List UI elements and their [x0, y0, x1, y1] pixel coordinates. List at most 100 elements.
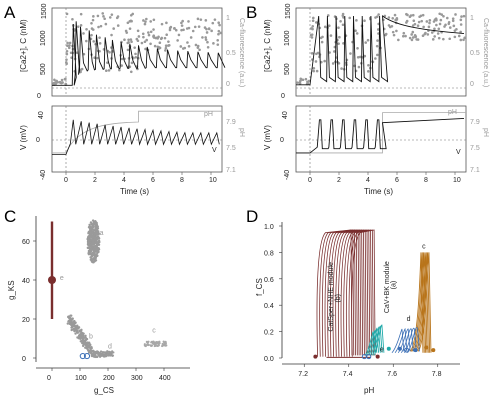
fluorescence-point	[92, 15, 95, 18]
fluorescence-point	[152, 28, 155, 31]
fluorescence-point	[462, 38, 465, 42]
y-tick-label: 0.2	[264, 330, 274, 337]
fluorescence-point	[108, 16, 112, 19]
fluorescence-point	[191, 29, 195, 33]
fluorescence-point	[457, 34, 461, 38]
fluorescence-point	[412, 19, 416, 23]
fluorescence-point	[130, 19, 133, 23]
fluorescence-point	[421, 13, 425, 17]
fluorescence-point	[140, 41, 144, 45]
cluster-b-point	[82, 338, 85, 341]
fluorescence-point	[137, 35, 141, 38]
fluorescence-point	[312, 66, 316, 70]
y-axis-label: V (mV)	[19, 125, 28, 150]
fluorescence-point	[443, 25, 446, 28]
fluorescence-point	[374, 57, 377, 60]
cluster-d-point	[104, 351, 107, 354]
cluster-label: b	[89, 334, 93, 341]
fluorescence-point	[376, 39, 379, 42]
tick-labels: 7.2 7.4 7.6 7.8 0.0 0.2 0.4 0.6 0.8 1.0	[264, 224, 442, 378]
ph-annotation: pH	[204, 111, 213, 118]
curve-b	[345, 229, 372, 357]
cluster-a-point	[92, 239, 95, 243]
cluster-a-point	[96, 225, 99, 228]
module-annotation: (a)	[390, 281, 397, 290]
cluster-a-point	[90, 236, 94, 240]
cluster-b-point	[90, 353, 94, 357]
curve-endpoint-open	[366, 354, 372, 360]
cluster-a-point	[92, 257, 96, 261]
fluorescence-point	[93, 56, 96, 60]
y-tick-label: 0.6	[264, 277, 274, 284]
fluorescence-point	[410, 33, 413, 36]
panel-b-bottom: V (mV) pH -40 0 40 7.1 7.5 7.9 pH V 0 2 4 6…	[263, 105, 489, 196]
cluster-b-point	[67, 315, 70, 318]
fluorescence-point	[165, 33, 168, 37]
fluorescence-point	[454, 13, 457, 16]
fluorescence-point	[437, 27, 441, 31]
y-tick-label: 0.0	[264, 356, 274, 363]
x-tick-label: 8	[180, 177, 184, 184]
cluster-d-point	[93, 350, 96, 354]
fluorescence-point	[143, 40, 147, 44]
fluorescence-point	[438, 12, 441, 16]
fluorescence-point	[408, 36, 412, 40]
fluorescence-point	[131, 12, 135, 16]
panel-a-top: [Ca2+], C (nM) Ca-fluorescence (a.u.) 0 …	[19, 3, 245, 100]
ph-trace	[52, 110, 222, 154]
fluorescence-point	[79, 68, 83, 72]
fluorescence-point	[434, 18, 438, 22]
curve-d	[394, 327, 408, 353]
cluster-b-point	[87, 351, 91, 354]
calcium-trace	[52, 21, 226, 86]
curve-c	[413, 252, 428, 353]
fluorescence-point	[60, 78, 64, 82]
fluorescence-point	[129, 70, 133, 74]
cluster-a-point	[94, 259, 98, 262]
cluster-label: a	[100, 230, 104, 237]
curve-c	[417, 252, 432, 353]
x-tick-label: 6	[151, 177, 155, 184]
fluorescence-point	[71, 17, 74, 21]
cluster-a-point	[96, 243, 99, 247]
module-annotations: CatSper+NHE module (b) CaV+BK module (a) c d e	[328, 243, 426, 353]
fluorescence-point	[414, 35, 417, 39]
cluster-b-point	[71, 325, 74, 328]
cluster-c-point	[158, 341, 161, 345]
panel-d: f_CS pH 7.2 7.4 7.6 7.8 0.0 0.2 0.4 0.6 0.8 1.0 C…	[255, 222, 460, 395]
curve-d	[400, 328, 414, 353]
cluster-c-point	[152, 342, 155, 345]
fluorescence-point	[206, 46, 210, 49]
v-annotation: V	[456, 149, 461, 156]
fluorescence-point	[174, 28, 178, 32]
x-tick-label: 6	[395, 177, 399, 184]
cluster-a-point	[87, 232, 90, 235]
x-tick-label: 4	[122, 177, 126, 184]
curve-endpoint	[386, 346, 391, 351]
fluorescence-point	[428, 21, 431, 25]
fluorescence-point	[79, 70, 82, 74]
x-tick-label: 0	[64, 177, 68, 184]
fluorescence-point	[217, 32, 220, 36]
fluorescence-point	[126, 21, 130, 25]
fluorescence-point	[459, 38, 463, 42]
fluorescence-point	[431, 38, 435, 41]
cluster-a-point	[95, 239, 98, 243]
fluorescence-point	[96, 56, 99, 60]
fluorescence-point	[144, 47, 147, 51]
fluorescence-point	[149, 30, 153, 34]
tick-label: 500	[284, 63, 291, 75]
tick-label-right: 7.9	[470, 119, 480, 126]
cluster-b-point	[76, 336, 79, 339]
fluorescence-point	[82, 32, 85, 35]
fluorescence-point	[107, 69, 111, 72]
fluorescence-point	[333, 50, 336, 53]
fluorescence-point	[447, 22, 451, 26]
cluster-b-point	[84, 334, 87, 338]
fluorescence-point	[205, 27, 208, 31]
fluorescence-point	[163, 36, 167, 40]
tick-label: -40	[40, 170, 47, 180]
cluster-c-point	[162, 340, 165, 343]
fluorescence-point	[339, 20, 342, 23]
cluster-a-point	[95, 222, 98, 225]
